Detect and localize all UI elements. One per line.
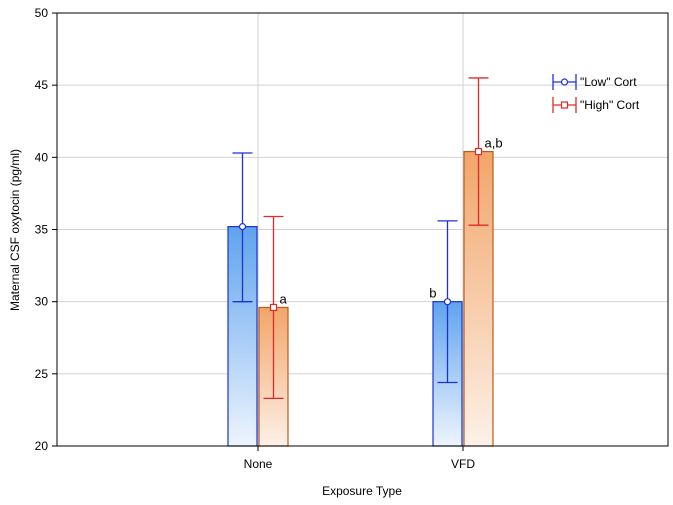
legend: "Low" Cort "High" Cort <box>552 74 640 113</box>
mean-marker <box>238 223 247 231</box>
grid <box>57 13 668 446</box>
y-tick-label: 20 <box>35 439 49 453</box>
mean-marker <box>269 303 278 312</box>
x-axis: None VFD <box>244 446 475 471</box>
mean-marker <box>474 147 483 156</box>
y-axis: 20 25 30 35 40 45 50 <box>35 6 57 453</box>
y-tick-label: 30 <box>35 295 49 309</box>
y-tick-label: 25 <box>35 367 49 381</box>
x-tick-label: None <box>244 457 273 471</box>
y-tick-label: 45 <box>35 78 49 92</box>
y-tick-label: 35 <box>35 223 49 237</box>
legend-marker <box>560 101 569 109</box>
legend-marker <box>560 78 569 86</box>
annotations: b a a,b <box>280 136 503 307</box>
y-tick-label: 50 <box>35 6 49 20</box>
legend-label: "High" Cort <box>580 98 640 112</box>
legend-label: "Low" Cort <box>580 75 637 89</box>
mean-marker <box>443 298 452 306</box>
significance-label: a,b <box>485 136 503 151</box>
significance-label: a <box>280 291 288 306</box>
error-bars <box>232 77 489 400</box>
x-tick-label: VFD <box>451 457 475 471</box>
x-axis-title: Exposure Type <box>322 484 402 498</box>
y-axis-title: Maternal CSF oxytocin (pg/ml) <box>8 149 22 311</box>
significance-label: b <box>429 286 436 301</box>
y-tick-label: 40 <box>35 150 49 164</box>
